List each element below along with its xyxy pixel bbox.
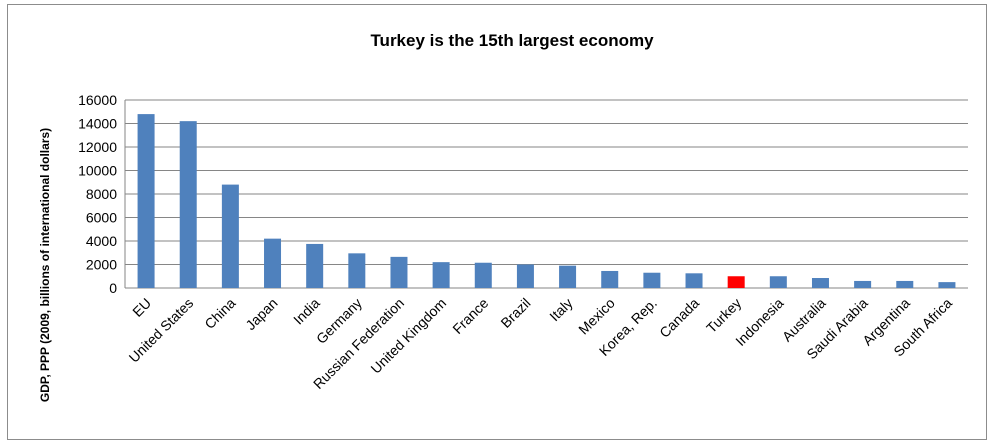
bar-china xyxy=(221,184,239,288)
bar-south-africa xyxy=(938,282,956,288)
y-tick-label: 10000 xyxy=(78,163,117,179)
bar-argentina xyxy=(896,280,914,288)
x-tick-label: India xyxy=(290,295,323,328)
x-tick-label: Japan xyxy=(242,295,280,333)
bar-saudi-arabia xyxy=(854,280,872,288)
x-tick-label: Brazil xyxy=(497,295,533,331)
bar-france xyxy=(474,262,492,288)
gridlines xyxy=(124,99,968,289)
bar-indonesia xyxy=(769,276,787,288)
chart-title: Turkey is the 15th largest economy xyxy=(370,31,654,50)
y-tick-label: 2000 xyxy=(86,257,117,273)
x-tick-label: France xyxy=(449,295,491,337)
bar-brazil xyxy=(516,264,534,288)
y-tick-label: 4000 xyxy=(86,233,117,249)
bar-canada xyxy=(685,273,703,288)
bar-korea-rep xyxy=(643,272,661,288)
bar-australia xyxy=(811,278,829,288)
bar-germany xyxy=(348,253,366,288)
x-tick-label: Italy xyxy=(546,295,575,324)
chart-frame xyxy=(7,4,987,440)
bar-russian-federation xyxy=(390,256,408,288)
bar-united-kingdom xyxy=(432,262,450,288)
bar-italy xyxy=(559,265,577,288)
y-tick-label: 12000 xyxy=(78,139,117,155)
bars xyxy=(137,114,956,289)
bar-eu xyxy=(137,114,155,288)
bar-united-states xyxy=(179,121,197,289)
y-tick-label: 14000 xyxy=(78,116,117,132)
x-tick-label: EU xyxy=(129,295,154,320)
y-tick-label: 0 xyxy=(109,280,117,296)
bar-india xyxy=(306,243,324,288)
bar-japan xyxy=(264,238,282,288)
y-axis-label: GDP, PPP (2009, billions of internationa… xyxy=(38,128,52,402)
x-tick-label: Canada xyxy=(656,295,702,341)
bar-mexico xyxy=(601,270,619,288)
y-tick-label: 16000 xyxy=(78,92,117,108)
x-tick-label: China xyxy=(201,295,238,332)
x-tick-label: United Kingdom xyxy=(367,295,449,377)
x-tick-label: Turkey xyxy=(703,295,744,336)
y-tick-label: 8000 xyxy=(86,186,117,202)
bar-turkey xyxy=(727,276,745,288)
y-tick-labels: 0 2000 4000 6000 8000 10000 12000 14000 16000 xyxy=(78,92,117,296)
y-tick-label: 6000 xyxy=(86,210,117,226)
